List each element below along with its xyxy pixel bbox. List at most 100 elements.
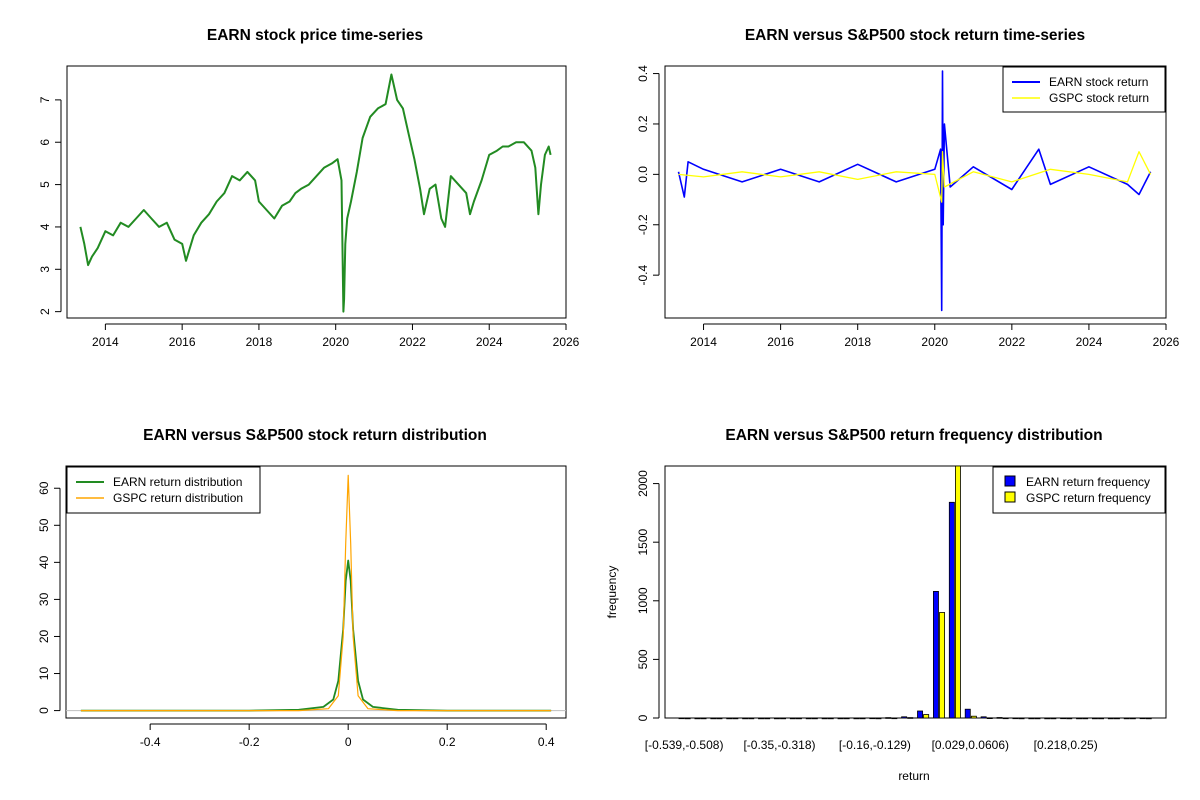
earn-frequency-bar — [710, 717, 717, 720]
x-tick-label: 2018 — [246, 335, 273, 349]
x-axis: 2014 2016 2018 2020 2022 2024 2026 — [690, 323, 1180, 349]
y-tick-label: 10 — [37, 667, 51, 681]
gspc-frequency-bar — [1145, 717, 1152, 720]
chart-title: EARN versus S&P500 return frequency dist… — [725, 427, 1102, 444]
x-tick-label: 2014 — [92, 335, 119, 349]
y-tick-label: 1000 — [636, 587, 650, 614]
x-tick-label: [-0.16,-0.129) — [839, 738, 911, 752]
earn-frequency-bar — [678, 717, 685, 720]
y-axis: 0 10 20 30 40 50 60 — [37, 481, 61, 714]
gspc-frequency-bar — [796, 717, 802, 720]
legend: EARN return distribution GSPC return dis… — [66, 466, 261, 514]
gspc-frequency-bar — [780, 717, 786, 720]
y-tick-label: 2000 — [636, 470, 650, 497]
x-tick-label: -0.2 — [239, 735, 260, 749]
earn-frequency-bar — [774, 717, 780, 720]
x-tick-label: 2022 — [399, 335, 426, 349]
x-tick-label: [-0.35,-0.318) — [743, 738, 815, 752]
chart-title: EARN stock price time-series — [207, 27, 423, 44]
gspc-frequency-bar — [732, 717, 739, 720]
earn-frequency-bar — [901, 716, 908, 719]
gspc-frequency-bar — [827, 717, 834, 720]
x-tick-label: 2016 — [169, 335, 196, 349]
y-tick-label: 1500 — [636, 529, 650, 556]
y-tick-label: 2 — [38, 308, 52, 315]
legend-swatch-earn — [1004, 475, 1016, 487]
earn-frequency-bar — [1028, 717, 1035, 720]
legend-label-gspc: GSPC return distribution — [113, 491, 243, 505]
gspc-density-line — [80, 474, 552, 712]
gspc-frequency-bar — [1098, 717, 1104, 720]
gspc-frequency-bar — [875, 717, 882, 720]
gspc-frequency-bar — [811, 717, 818, 720]
gspc-frequency-bar — [843, 717, 850, 720]
legend: EARN stock return GSPC stock return — [1002, 66, 1166, 113]
legend-box — [66, 466, 261, 514]
x-tick-label: 2022 — [998, 335, 1025, 349]
earn-frequency-bar — [821, 717, 828, 720]
x-tick-label: 2024 — [476, 335, 503, 349]
plot-area — [66, 474, 566, 712]
plot-area — [79, 73, 552, 313]
y-tick-label: 3 — [38, 266, 52, 273]
legend-label-earn: EARN return distribution — [113, 475, 242, 489]
gspc-frequency-bar — [923, 714, 930, 719]
y-tick-label: 5 — [38, 181, 52, 188]
earn-frequency-bar — [917, 710, 923, 719]
stock-price-chart: EARN stock price time-series 2014 2016 201… — [38, 27, 580, 349]
earn-frequency-bar — [1139, 717, 1146, 720]
return-time-series-chart: EARN versus S&P500 stock return time-ser… — [636, 27, 1180, 349]
gspc-frequency-bar — [1129, 717, 1136, 720]
earn-frequency-bar — [1092, 717, 1098, 720]
gspc-frequency-bar — [955, 465, 961, 719]
y-tick-label: 40 — [37, 555, 51, 569]
x-axis: -0.4 -0.2 0 0.2 0.4 — [140, 723, 555, 749]
gspc-frequency-bar — [891, 717, 898, 720]
gspc-frequency-bar — [939, 612, 945, 719]
earn-frequency-bar — [1012, 717, 1019, 720]
x-tick-label: 0.2 — [439, 735, 456, 749]
x-tick-label: 0.4 — [538, 735, 555, 749]
y-tick-label: 6 — [38, 139, 52, 146]
price-line — [79, 73, 552, 313]
gspc-frequency-bar — [1114, 717, 1120, 720]
gspc-return-line — [678, 151, 1152, 203]
earn-frequency-bar — [694, 717, 701, 720]
y-tick-label: 20 — [37, 629, 51, 643]
earn-frequency-bar — [1123, 717, 1130, 720]
y-axis: -0.4 -0.2 0.0 0.2 0.4 — [636, 65, 660, 286]
x-tick-label: 2026 — [553, 335, 580, 349]
gspc-frequency-bar — [1082, 717, 1089, 720]
chart-title: EARN versus S&P500 stock return time-ser… — [745, 27, 1085, 44]
x-tick-label: 2016 — [767, 335, 794, 349]
earn-frequency-bar — [758, 717, 764, 720]
gspc-frequency-bar — [764, 717, 771, 720]
plot-frame — [66, 65, 567, 319]
gspc-frequency-bar — [970, 715, 977, 719]
gspc-frequency-bar — [1034, 717, 1041, 720]
x-tick-label: 2014 — [690, 335, 717, 349]
return-density-chart: EARN versus S&P500 stock return distribu… — [37, 427, 567, 749]
x-tick-label: 2024 — [1076, 335, 1103, 349]
x-tick-label: 2020 — [921, 335, 948, 349]
x-tick-label: 2020 — [322, 335, 349, 349]
y-tick-label: 0.0 — [636, 166, 650, 183]
gspc-frequency-bar — [748, 717, 755, 720]
legend-swatch-gspc — [1004, 491, 1016, 503]
earn-density-line — [80, 559, 552, 712]
plot-area — [678, 465, 1152, 720]
earn-frequency-bar — [869, 717, 876, 720]
x-tick-label: 2026 — [1153, 335, 1180, 349]
gspc-frequency-bar — [716, 717, 723, 720]
x-tick-label: -0.4 — [140, 735, 161, 749]
earn-frequency-bar — [885, 717, 892, 719]
legend-label-earn: EARN stock return — [1049, 75, 1148, 89]
y-tick-label: 7 — [38, 96, 52, 103]
gspc-frequency-bar — [684, 717, 691, 720]
legend: EARN return frequency GSPC return freque… — [992, 466, 1166, 514]
legend-box — [992, 466, 1166, 514]
earn-frequency-bar — [1107, 717, 1114, 720]
gspc-frequency-bar — [1066, 717, 1073, 720]
